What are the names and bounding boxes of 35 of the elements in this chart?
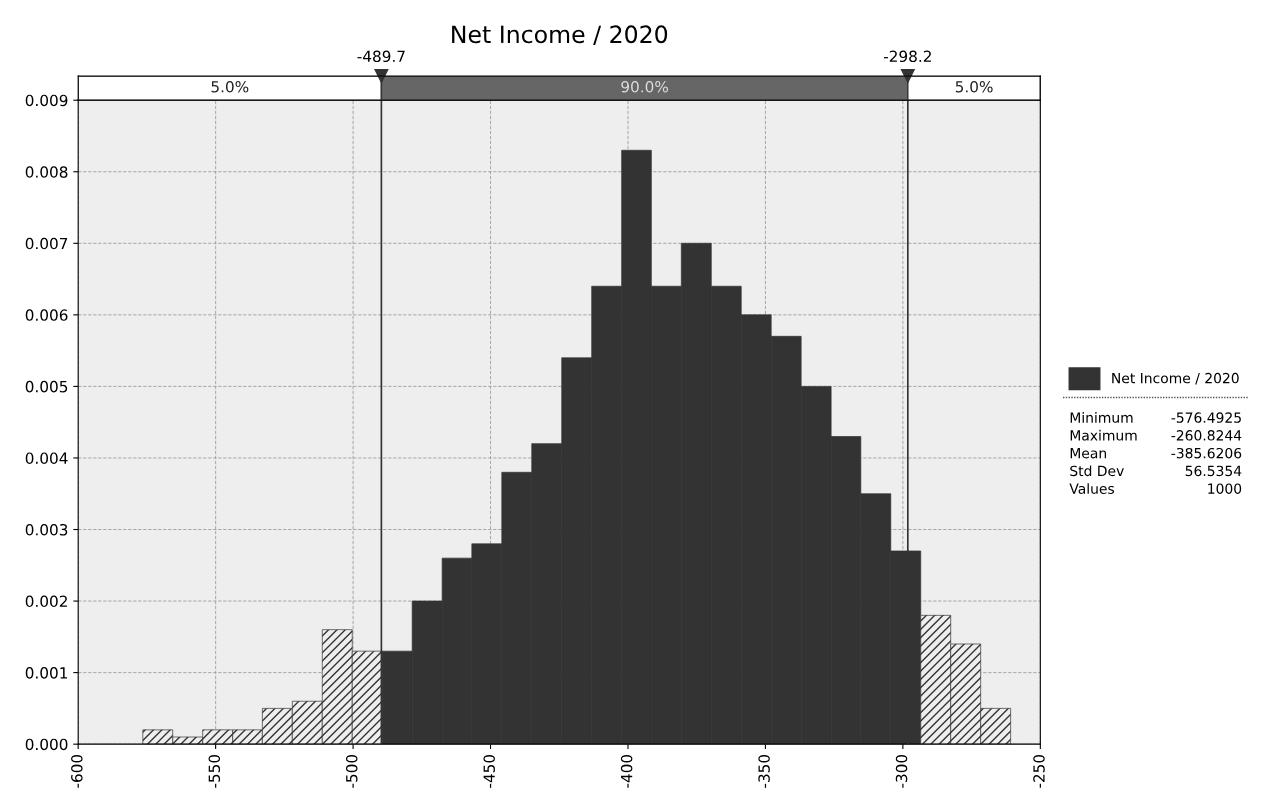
y-tick-label: 0.008 <box>25 166 68 178</box>
text: -385.6206 <box>1171 447 1242 459</box>
x-tick-label: -400 <box>620 754 633 788</box>
x-tick-label: -300 <box>895 754 908 788</box>
y-tick-label: 0.001 <box>25 667 68 679</box>
text: Mean <box>1070 448 1106 459</box>
x-tick-label: -250 <box>1033 754 1045 788</box>
text: Values <box>1069 483 1115 494</box>
text: 90.0% <box>621 80 669 93</box>
y-tick-label: 0.006 <box>25 309 68 321</box>
x-tick-label: -450 <box>483 754 495 788</box>
legend-label: Net Income / 2020 <box>1112 372 1239 385</box>
y-tick-label: 0.004 <box>25 452 68 464</box>
y-tick-label: 0.009 <box>25 94 68 107</box>
x-tick-label: -350 <box>758 754 770 788</box>
chart-title: Net Income / 2020 <box>452 25 668 46</box>
ref-line-label: -489.7 <box>357 50 405 63</box>
text: -576.4925 <box>1171 412 1241 423</box>
y-tick-label: 0.007 <box>25 237 68 250</box>
text: -260.8244 <box>1171 430 1242 441</box>
y-tick-label: 0.002 <box>25 595 67 608</box>
text: 5.0% <box>211 80 249 93</box>
y-tick-label: 0.000 <box>25 738 68 751</box>
text: 56.5354 <box>1185 465 1242 477</box>
text: Maximum <box>1070 429 1137 441</box>
text: 1000 <box>1208 483 1242 494</box>
ref-line-label: -298.2 <box>883 50 931 63</box>
text: 5.0% <box>955 80 993 93</box>
x-tick-label: -500 <box>345 754 358 788</box>
y-tick-label: 0.003 <box>25 523 68 536</box>
x-tick-label: -550 <box>208 754 221 788</box>
y-tick-label: 0.005 <box>25 380 68 393</box>
text: Minimum <box>1070 412 1133 423</box>
text: Std Dev <box>1070 465 1124 477</box>
x-tick-label: -600 <box>71 754 83 788</box>
